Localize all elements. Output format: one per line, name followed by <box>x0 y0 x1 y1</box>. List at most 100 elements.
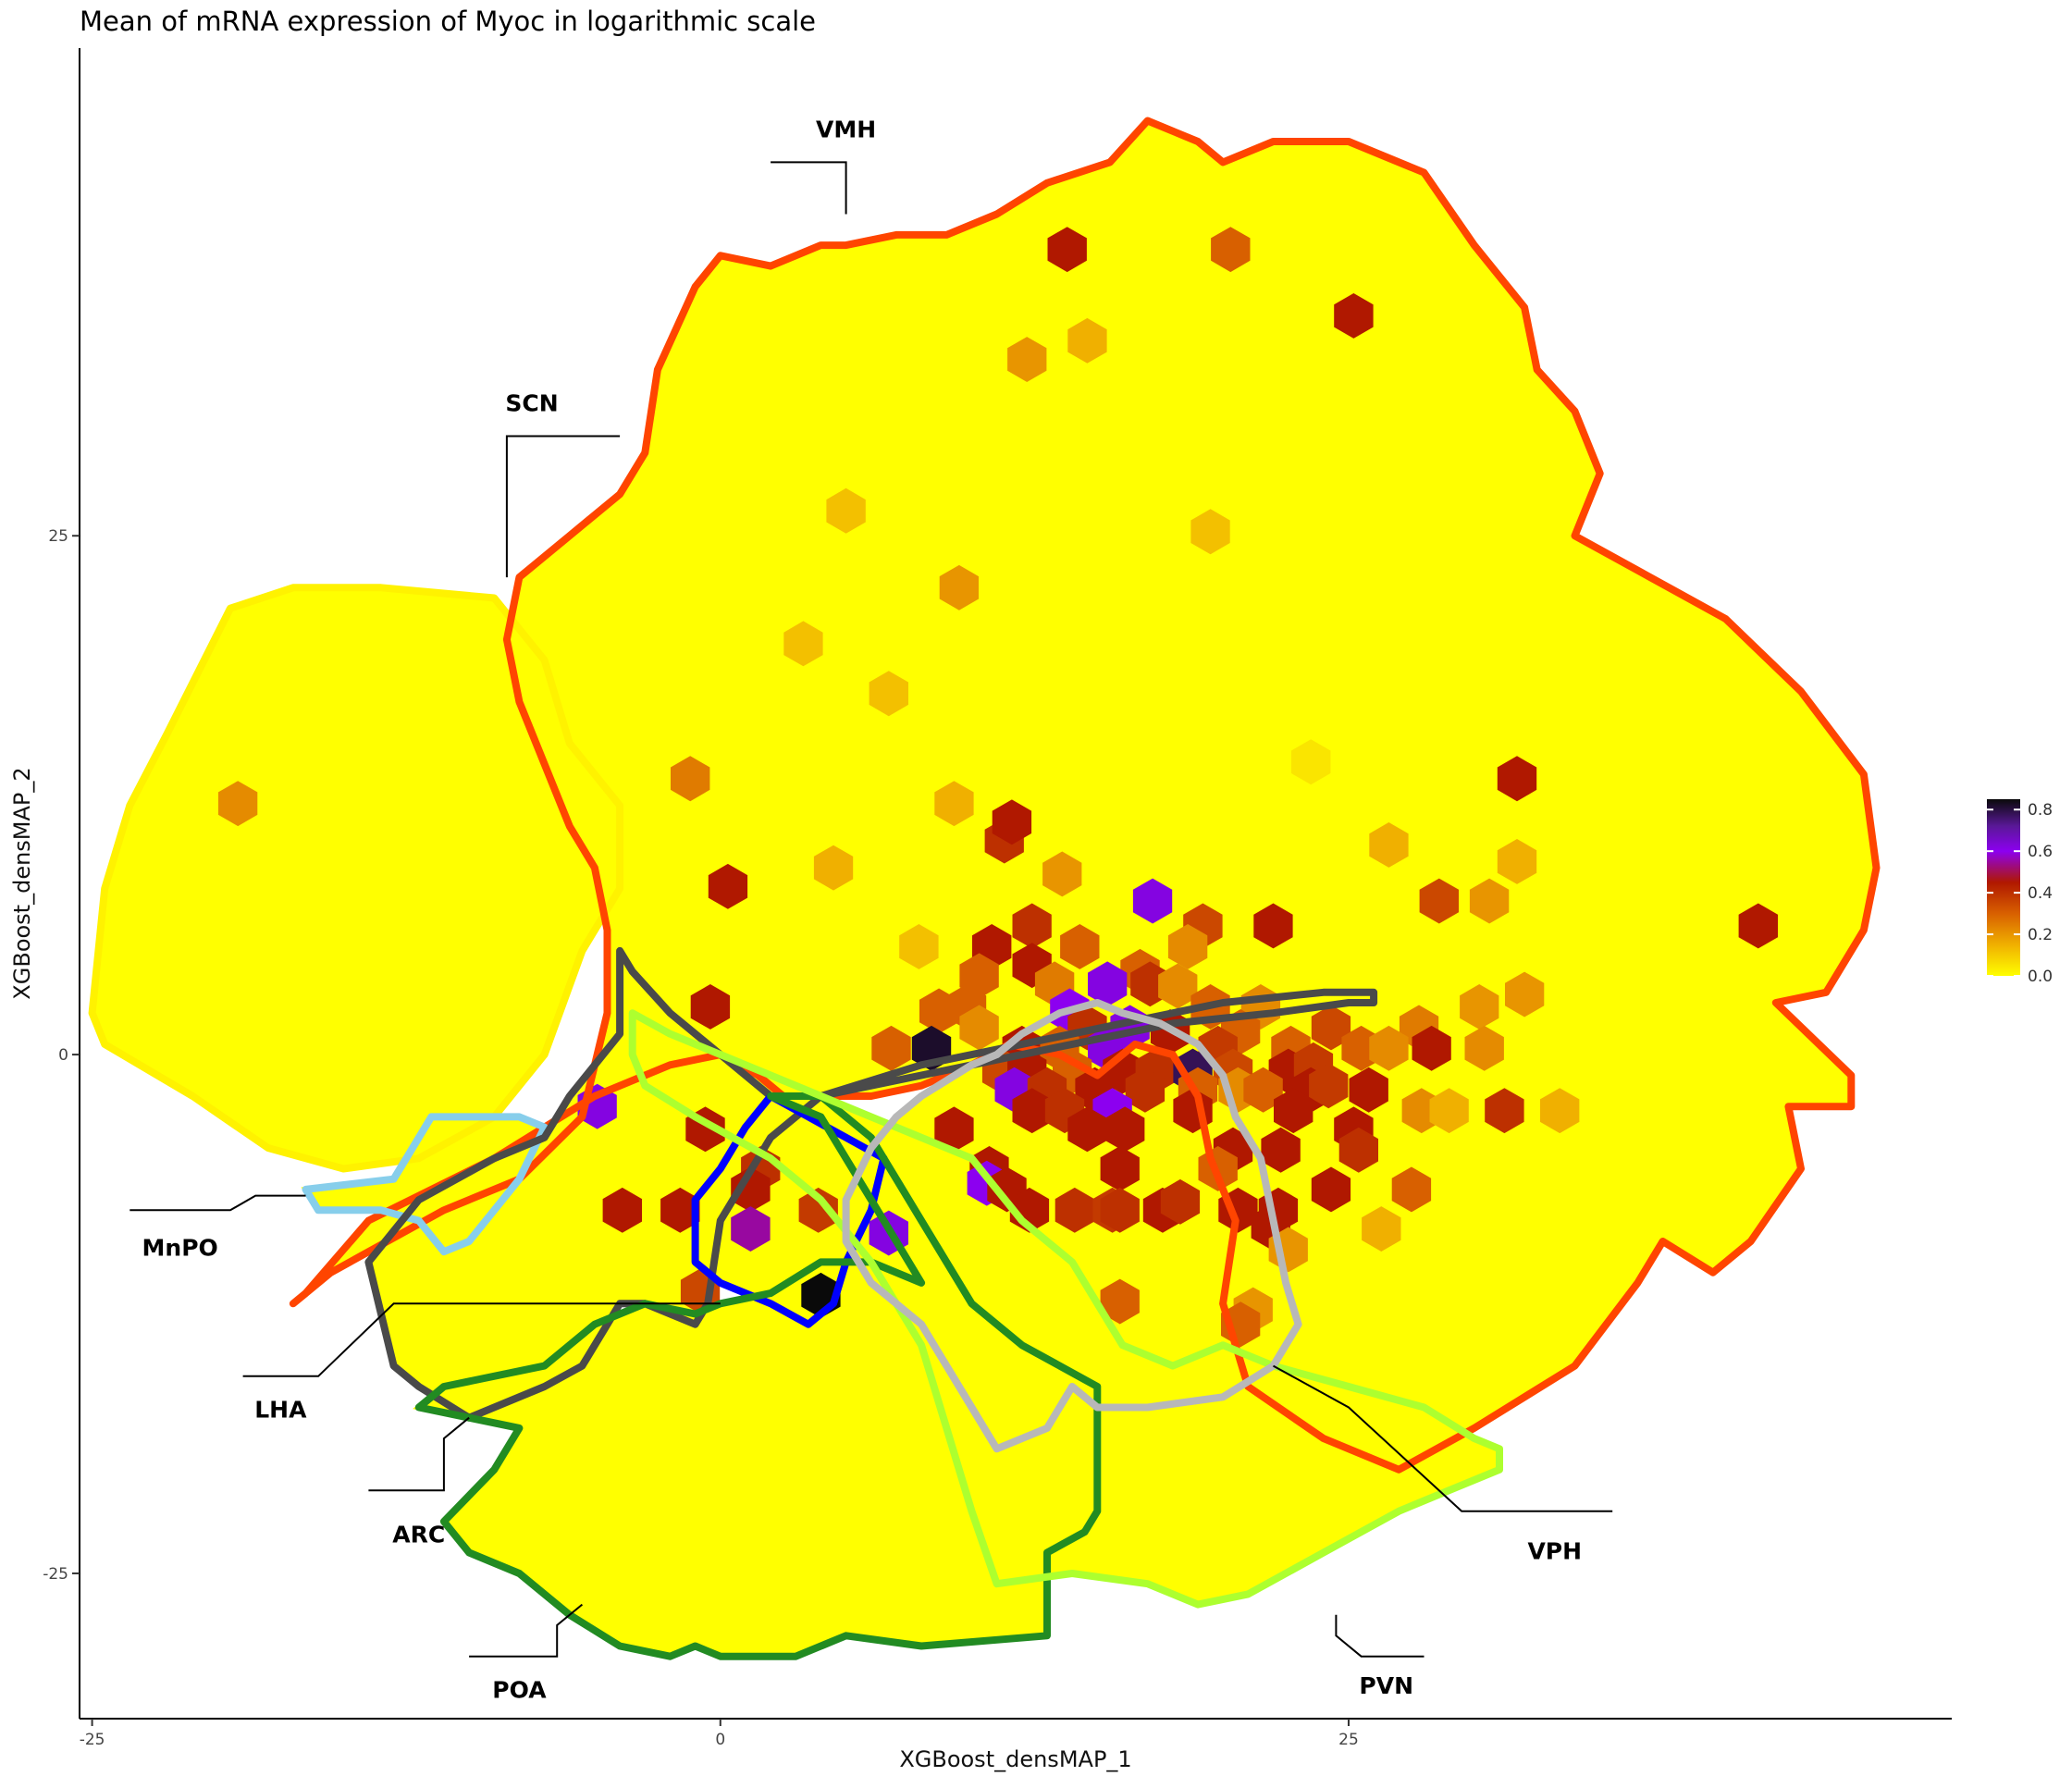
leader-line-pvn <box>1335 1614 1424 1658</box>
hexbin <box>1497 839 1537 884</box>
hexbin <box>1253 903 1293 949</box>
hexbin <box>1311 1005 1351 1051</box>
hexbin <box>690 984 731 1030</box>
leader-line-vmh <box>771 161 847 215</box>
hexbin <box>813 845 854 891</box>
hexbin <box>1291 739 1331 785</box>
hexbin <box>869 671 908 717</box>
hexbin <box>1362 1206 1401 1252</box>
hexbin <box>1311 1166 1351 1213</box>
hexbin <box>1429 1088 1469 1134</box>
hexbin <box>1274 1088 1314 1134</box>
hexbin <box>1007 337 1047 382</box>
label-arc: ARC <box>392 1521 445 1548</box>
hexbin <box>731 1166 771 1213</box>
leader-line-lha <box>242 1302 721 1377</box>
hexbin <box>1125 1067 1166 1113</box>
hexbin <box>934 1106 974 1153</box>
cluster-contours <box>88 117 1881 1660</box>
hexbin <box>1243 1067 1283 1113</box>
hexbin <box>1485 1088 1524 1134</box>
hexbin <box>1505 971 1545 1018</box>
hexbin <box>1334 293 1374 339</box>
hexbin <box>1060 924 1100 969</box>
hexbin <box>992 799 1032 845</box>
x-tick-label: -25 <box>80 1731 105 1749</box>
colorbar-tick-label: 0.0 <box>2028 968 2053 986</box>
hexbin <box>1369 822 1409 868</box>
hexbin <box>871 1025 911 1071</box>
hexbin <box>1419 878 1459 924</box>
label-poa: POA <box>492 1677 547 1704</box>
hexbin <box>1391 1166 1432 1213</box>
hexbin <box>1067 1106 1107 1153</box>
colorbar-gradient <box>1987 799 2020 976</box>
hexbin <box>1464 1025 1504 1071</box>
leader-line-poa <box>469 1603 584 1658</box>
hexbin <box>939 564 979 610</box>
hexbin <box>1261 1127 1301 1173</box>
hexbin <box>798 1187 838 1233</box>
hexbin <box>1012 1088 1052 1134</box>
label-vph: VPH <box>1527 1537 1582 1564</box>
y-tick-label: 25 <box>48 527 68 546</box>
hexbin <box>959 1005 999 1051</box>
label-lha: LHA <box>254 1397 307 1424</box>
contour-arc <box>691 1092 888 1328</box>
hexbin <box>1105 1106 1145 1153</box>
colorbar-tick-label: 0.8 <box>2028 801 2053 820</box>
leader-line-vph <box>1273 1364 1613 1512</box>
y-tick-label: 0 <box>58 1046 68 1065</box>
contour-vph <box>842 999 1302 1453</box>
label-vmh: VMH <box>816 116 876 142</box>
hexbin <box>1158 963 1198 1009</box>
hexbin <box>1540 1088 1580 1134</box>
colorbar-tick-label: 0.4 <box>2028 884 2053 903</box>
x-tick-label: 0 <box>715 1731 725 1749</box>
x-tick-label: 25 <box>1338 1731 1359 1749</box>
hexbin <box>1160 1178 1201 1225</box>
hexbin <box>660 1187 700 1233</box>
leader-line-mnpo <box>130 1194 306 1212</box>
chart-title: Mean of mRNA expression of Myoc in logar… <box>80 6 816 37</box>
cluster-annotations: VMH SCN MnPO LHA ARC POA VPH PVN <box>130 116 1613 1704</box>
y-axis-title: XGBoost_densMAP_2 <box>9 767 35 999</box>
contour-pvn <box>628 1009 1503 1609</box>
x-axis-title: XGBoost_densMAP_1 <box>899 1746 1131 1772</box>
hexbin <box>1100 1187 1140 1233</box>
hexbin <box>826 487 866 534</box>
y-tick-label: -25 <box>43 1565 68 1584</box>
hexbin <box>934 781 974 827</box>
hexbin <box>1132 878 1173 924</box>
contour-poa <box>414 1092 1102 1660</box>
hexbin <box>1497 756 1537 802</box>
hexbin <box>1088 961 1128 1007</box>
hexbin <box>899 924 939 969</box>
hexbin <box>602 1187 642 1233</box>
hexbin <box>1167 924 1208 969</box>
hexbin <box>1309 1063 1349 1109</box>
hexbin <box>783 621 823 667</box>
hexbin <box>1047 227 1087 273</box>
hexbin <box>1369 1025 1409 1071</box>
leader-line-scn <box>505 435 621 578</box>
hexbin <box>1067 317 1107 364</box>
contour-mnpo <box>302 1113 549 1256</box>
hexbin <box>1738 903 1778 949</box>
hexbin <box>1338 1127 1378 1173</box>
label-scn: SCN <box>505 390 558 417</box>
hexbin <box>671 756 710 802</box>
hexbin <box>218 781 258 827</box>
leader-line-arc <box>368 1416 470 1492</box>
label-pvn: PVN <box>1359 1672 1413 1699</box>
label-mnpo: MnPO <box>142 1235 218 1262</box>
colorbar-tick-label: 0.6 <box>2028 843 2053 861</box>
hexbin <box>1469 878 1510 924</box>
colorbar-legend: 0.0 0.2 0.4 0.6 0.8 <box>1987 799 2053 986</box>
hexbin <box>1100 1278 1140 1325</box>
hexbin <box>1190 509 1230 555</box>
axes: -25 0 25 -25 0 25 <box>43 48 1952 1749</box>
hexbin <box>1012 903 1052 949</box>
contour-vmh <box>289 117 1881 1474</box>
